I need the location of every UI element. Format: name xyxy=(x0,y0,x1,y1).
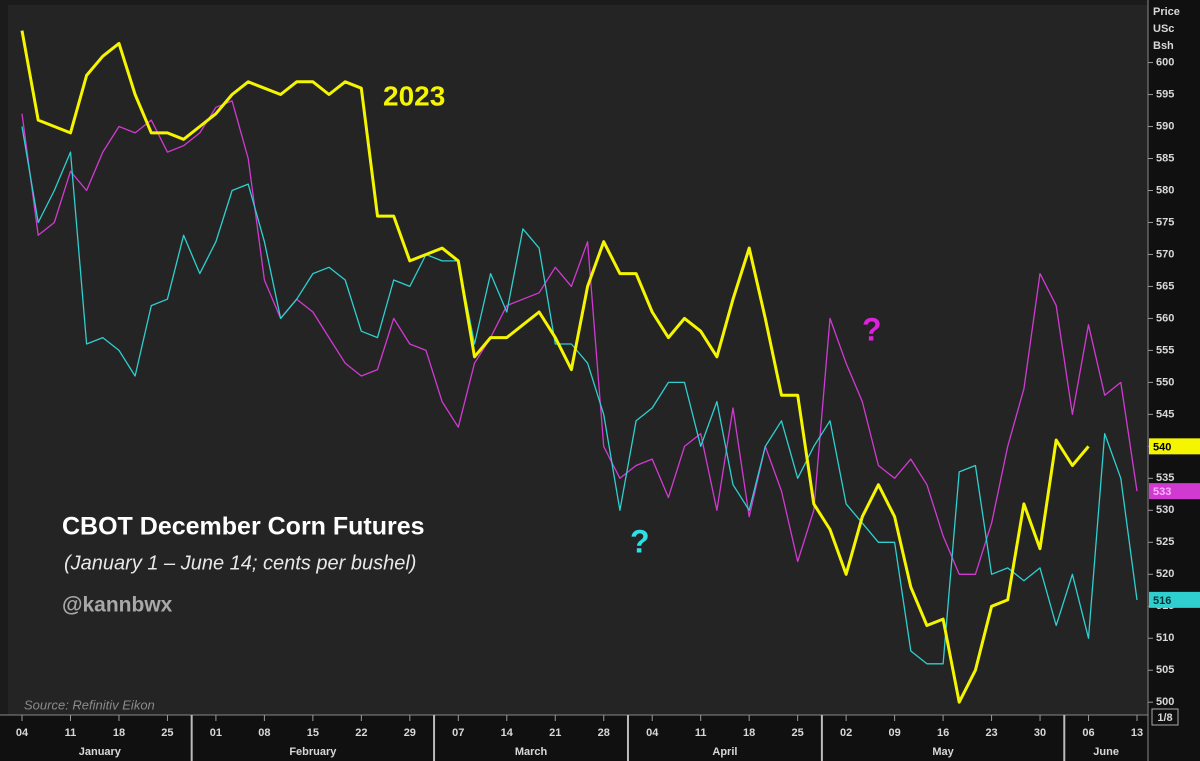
y-tick-label: 575 xyxy=(1156,216,1174,228)
x-tick-label: 04 xyxy=(16,727,29,739)
y-tick-label: 550 xyxy=(1156,376,1174,388)
end-value-label: 516 xyxy=(1153,595,1171,607)
y-tick-label: 545 xyxy=(1156,408,1174,420)
x-tick-label: 02 xyxy=(840,727,852,739)
x-tick-label: 11 xyxy=(65,727,77,739)
x-tick-label: 01 xyxy=(210,727,222,739)
x-tick-label: 18 xyxy=(743,727,755,739)
x-tick-label: 06 xyxy=(1082,727,1094,739)
credit: @kannbwx xyxy=(62,594,173,617)
x-tick-label: 07 xyxy=(452,727,464,739)
x-tick-label: 21 xyxy=(549,727,561,739)
x-tick-label: 25 xyxy=(161,727,173,739)
x-tick-label: 22 xyxy=(355,727,367,739)
y-axis-label: Price xyxy=(1153,6,1180,18)
chart-title: CBOT December Corn Futures xyxy=(62,513,425,541)
y-tick-label: 590 xyxy=(1156,120,1174,132)
month-label: April xyxy=(712,746,737,758)
end-value-label: 533 xyxy=(1153,486,1171,498)
plot-area xyxy=(8,5,1148,715)
end-value-box xyxy=(1149,438,1200,455)
x-tick-label: 28 xyxy=(598,727,610,739)
x-tick-label: 30 xyxy=(1034,727,1046,739)
month-label: January xyxy=(79,746,122,758)
y-tick-label: 530 xyxy=(1156,504,1174,516)
x-tick-label: 23 xyxy=(985,727,997,739)
y-axis-label: USc xyxy=(1153,23,1174,35)
y-tick-label: 500 xyxy=(1156,696,1174,708)
series-line xyxy=(21,126,1138,665)
y-axis-area xyxy=(1148,0,1200,761)
end-value-box xyxy=(1149,483,1200,500)
annotation: 2023 xyxy=(383,80,445,111)
x-tick-label: 11 xyxy=(695,727,707,739)
x-tick-label: 25 xyxy=(792,727,804,739)
corner-label: 1/8 xyxy=(1157,712,1172,724)
x-tick-label: 09 xyxy=(888,727,900,739)
annotation: ? xyxy=(630,523,650,559)
chart-subtitle: (January 1 – June 14; cents per bushel) xyxy=(64,552,416,574)
corner-box xyxy=(1151,708,1179,726)
month-label: June xyxy=(1093,746,1119,758)
series-line xyxy=(20,30,1090,704)
y-tick-label: 525 xyxy=(1156,536,1174,548)
y-tick-label: 565 xyxy=(1156,280,1174,292)
y-tick-label: 520 xyxy=(1156,568,1174,580)
y-tick-label: 595 xyxy=(1156,88,1174,100)
month-label: March xyxy=(515,746,548,758)
x-tick-label: 14 xyxy=(501,727,514,739)
x-tick-label: 15 xyxy=(307,727,319,739)
end-value-label: 540 xyxy=(1153,441,1171,453)
end-value-box xyxy=(1149,591,1200,608)
y-tick-label: 510 xyxy=(1156,632,1174,644)
month-label: February xyxy=(289,746,337,758)
y-tick-label: 600 xyxy=(1156,56,1174,68)
y-tick-label: 535 xyxy=(1156,472,1174,484)
month-label: May xyxy=(932,746,954,758)
x-tick-label: 08 xyxy=(258,727,270,739)
annotation: ? xyxy=(862,311,882,347)
y-tick-label: 560 xyxy=(1156,312,1174,324)
y-axis-label: Bsh xyxy=(1153,40,1174,52)
source: Source: Refinitiv Eikon xyxy=(24,697,155,712)
y-tick-label: 585 xyxy=(1156,152,1174,164)
y-tick-label: 580 xyxy=(1156,184,1174,196)
x-tick-label: 29 xyxy=(404,727,416,739)
x-tick-label: 16 xyxy=(937,727,949,739)
x-tick-label: 18 xyxy=(113,727,125,739)
y-tick-label: 570 xyxy=(1156,248,1174,260)
y-tick-label: 555 xyxy=(1156,344,1174,356)
y-tick-label: 505 xyxy=(1156,664,1174,676)
x-tick-label: 04 xyxy=(646,727,659,739)
x-tick-label: 13 xyxy=(1131,727,1143,739)
